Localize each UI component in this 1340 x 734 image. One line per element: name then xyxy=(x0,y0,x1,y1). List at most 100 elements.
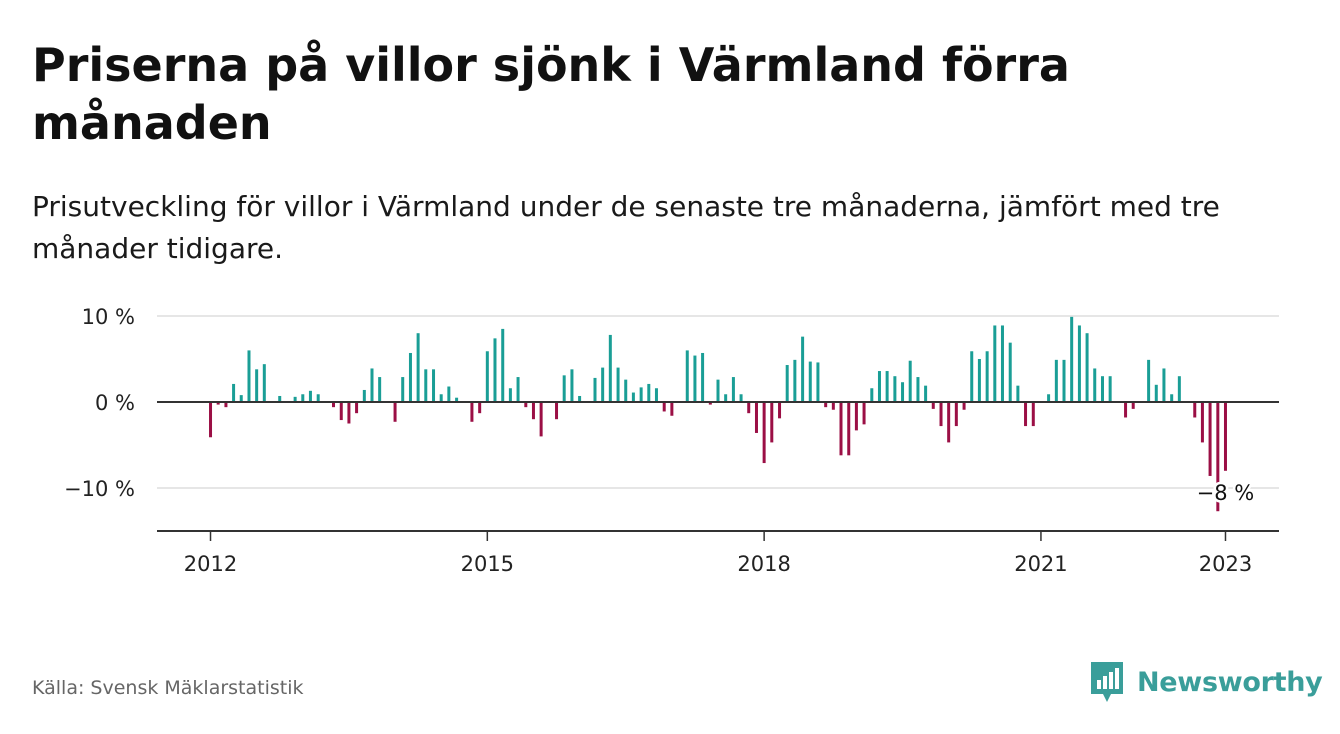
bar xyxy=(1216,402,1220,512)
bar xyxy=(308,390,312,402)
bar xyxy=(701,352,705,402)
bar xyxy=(778,402,782,419)
bar xyxy=(1070,316,1074,402)
bar xyxy=(1024,402,1028,427)
bar xyxy=(562,375,566,402)
bar-chart: 10 % 0 % −10 % 2012 2015 2018 2021 2023 −8 % xyxy=(64,305,1279,576)
bar xyxy=(631,392,635,402)
bar xyxy=(1200,402,1204,443)
bar xyxy=(416,333,420,402)
bar xyxy=(1054,359,1058,402)
bar xyxy=(1085,333,1089,402)
bar xyxy=(662,402,666,412)
bar xyxy=(770,402,774,443)
bar xyxy=(216,402,220,405)
source-credit: Källa: Svensk Mäklarstatistik xyxy=(32,677,304,699)
bar xyxy=(801,336,805,402)
bar xyxy=(239,395,243,402)
bar xyxy=(301,394,305,402)
bar xyxy=(1031,402,1035,427)
bar xyxy=(693,355,697,402)
x-tick-label: 2023 xyxy=(1199,552,1252,576)
bar xyxy=(762,402,766,464)
bar xyxy=(839,402,843,456)
bar xyxy=(439,394,443,402)
bar xyxy=(816,362,820,402)
y-tick-label: 10 % xyxy=(82,305,135,329)
bar xyxy=(993,325,997,402)
bar xyxy=(370,368,374,402)
bar xyxy=(670,402,674,416)
grid-lines xyxy=(157,315,1279,489)
bar xyxy=(1147,359,1151,402)
bar xyxy=(1177,376,1181,402)
bar xyxy=(724,394,728,402)
bar xyxy=(531,402,535,420)
bar xyxy=(901,382,905,402)
bar xyxy=(1100,376,1104,402)
bar xyxy=(847,402,851,456)
bar xyxy=(424,369,428,402)
bar xyxy=(1008,342,1012,402)
bar xyxy=(247,350,251,402)
x-tick-label: 2018 xyxy=(737,552,790,576)
bar xyxy=(255,369,259,402)
bar xyxy=(362,389,366,402)
bar xyxy=(1062,359,1066,402)
bar xyxy=(470,402,474,422)
bar xyxy=(393,402,397,422)
page-subtitle: Prisutveckling för villor i Värmland und… xyxy=(32,190,1220,265)
bar xyxy=(1124,402,1128,418)
bar xyxy=(1154,384,1158,402)
bars xyxy=(209,316,1227,512)
bar xyxy=(224,402,228,408)
x-tick-label: 2012 xyxy=(184,552,237,576)
x-tick-label: 2021 xyxy=(1014,552,1067,576)
bar xyxy=(708,402,712,405)
bar xyxy=(278,395,282,402)
bar xyxy=(616,367,620,402)
bar xyxy=(1016,385,1020,402)
bar xyxy=(685,350,689,402)
bar xyxy=(1000,325,1004,402)
bar xyxy=(539,402,543,437)
bar xyxy=(1093,368,1097,402)
bar xyxy=(493,338,497,402)
bar xyxy=(747,402,751,414)
bar xyxy=(555,402,559,420)
bar xyxy=(478,402,482,414)
axes xyxy=(157,401,1279,541)
bar xyxy=(908,360,912,402)
newsworthy-logo-icon xyxy=(1091,662,1123,702)
bar xyxy=(209,402,213,438)
bar xyxy=(916,377,920,402)
bar xyxy=(1208,402,1212,476)
bar xyxy=(854,402,858,431)
bar xyxy=(785,365,789,402)
bar xyxy=(232,383,236,402)
last-value-annotation: −8 % xyxy=(1197,481,1255,505)
bar xyxy=(262,364,266,402)
bar xyxy=(954,402,958,427)
bar xyxy=(947,402,951,443)
bar xyxy=(339,402,343,421)
bar xyxy=(1047,394,1051,402)
bar xyxy=(408,352,412,402)
bar xyxy=(1077,325,1081,402)
bar xyxy=(1170,394,1174,402)
bar xyxy=(608,334,612,402)
bar xyxy=(1108,376,1112,402)
brand-name: Newsworthy xyxy=(1137,666,1323,698)
bar xyxy=(601,367,605,402)
bar xyxy=(516,377,520,402)
x-tick-label: 2015 xyxy=(461,552,514,576)
bar xyxy=(447,386,451,402)
bar xyxy=(570,369,574,402)
brand-logo[interactable]: Newsworthy xyxy=(1089,660,1323,704)
bar xyxy=(401,377,405,402)
bar xyxy=(831,402,835,410)
page-title: Priserna på villor sjönk i Värmland förr… xyxy=(32,38,1070,150)
bar xyxy=(985,351,989,402)
bar xyxy=(316,394,320,402)
bar xyxy=(639,387,643,402)
